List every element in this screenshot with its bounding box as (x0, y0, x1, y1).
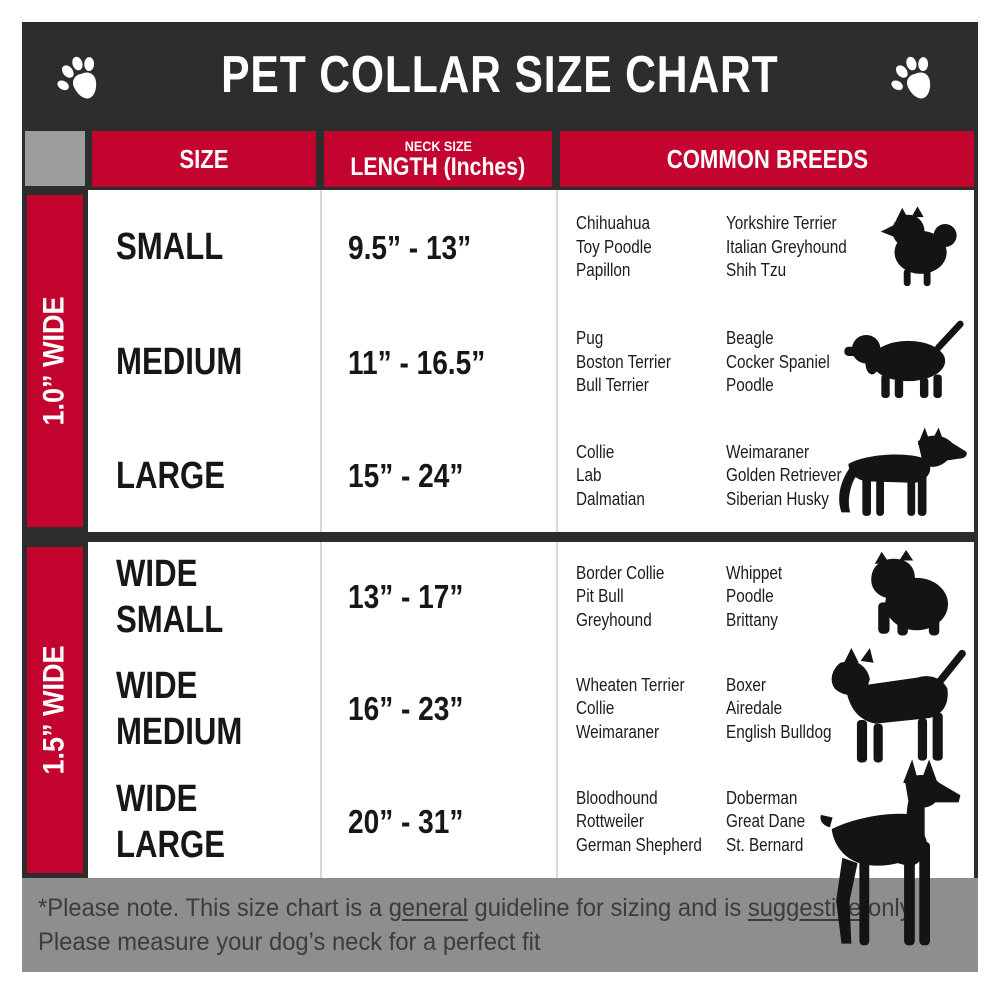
table-row-wide-large: WIDE LARGE 20” - 31” Bloodhound Rottweil… (88, 759, 974, 946)
section-divider (22, 532, 978, 542)
neck-range-cell: 9.5” - 13” (320, 190, 556, 305)
breed-name: Pit Bull (576, 586, 624, 607)
breed-name: Weimaraner (576, 721, 660, 742)
breed-name: German Shepherd (576, 834, 702, 855)
breed-name: English Bulldog (726, 721, 832, 742)
breed-name: Bull Terrier (576, 375, 649, 396)
breed-name: Greyhound (576, 609, 652, 630)
neck-range-cell: 11” - 16.5” (320, 305, 556, 420)
breed-name: Airedale (726, 698, 783, 719)
pit-bull-silhouette-icon (818, 648, 966, 768)
table-header-row: SIZE NECK SIZE LENGTH (Inches) COMMON BR… (22, 128, 978, 190)
breeds-cell: Collie Lab Dalmatian Weimaraner Golden R… (556, 420, 974, 532)
german-shepherd-silhouette-icon (826, 424, 968, 528)
breeds-cell: Pug Boston Terrier Bull Terrier Beagle C… (556, 305, 974, 420)
neck-range-cell: 13” - 17” (320, 542, 556, 652)
breed-name: St. Bernard (726, 834, 804, 855)
size-cell: MEDIUM (116, 341, 243, 384)
breed-name: Papillon (576, 260, 631, 281)
breed-name: Boxer (726, 674, 766, 695)
length-inches-label: LENGTH (Inches) (350, 152, 526, 181)
page-title: PET COLLAR SIZE CHART (221, 46, 779, 104)
footer-disclaimer: *Please note. This size chart is a gener… (22, 878, 978, 972)
breed-name: Cocker Spaniel (726, 351, 830, 372)
table-row-wide-medium: WIDE MEDIUM 16” - 23” Wheaten Terrier Co… (88, 648, 974, 768)
neck-range-cell: 16” - 23” (320, 652, 556, 766)
column-header-common-breeds: COMMON BREEDS (560, 131, 974, 187)
breed-name: Wheaten Terrier (576, 674, 685, 695)
breed-name: Collie (576, 441, 615, 462)
size-cell: SMALL (116, 226, 224, 269)
breed-name: Doberman (726, 787, 798, 808)
breed-name: Beagle (726, 328, 774, 349)
size-cell: WIDE MEDIUM (116, 664, 243, 753)
size-cell: WIDE LARGE (116, 777, 226, 866)
width-band-1-inch: 1.0” WIDE (22, 190, 88, 532)
size-chart: PET COLLAR SIZE CHART SIZE NECK SIZE LEN… (22, 22, 978, 972)
breed-name: Yorkshire Terrier (726, 213, 837, 234)
neck-range-cell: 20” - 31” (320, 766, 556, 878)
band-label-1-inch: 1.0” WIDE (38, 296, 71, 426)
breed-name: Collie (576, 698, 615, 719)
column-header-size: SIZE (92, 131, 316, 187)
breed-name: Whippet (726, 562, 783, 583)
size-cell: WIDE SMALL (116, 552, 224, 641)
breeds-cell: Border Collie Pit Bull Greyhound Whippet… (556, 542, 974, 652)
paw-print-icon (888, 48, 946, 106)
breed-name: Great Dane (726, 811, 806, 832)
breed-name: Toy Poodle (576, 236, 652, 257)
table-row-medium: MEDIUM 11” - 16.5” Pug Boston Terrier Bu… (88, 305, 974, 422)
doberman-silhouette-icon (812, 748, 964, 964)
width-band-1-5-inch: 1.5” WIDE (22, 542, 88, 878)
breed-name: Golden Retriever (726, 465, 842, 486)
table-right-border (974, 190, 978, 878)
breed-name: Shih Tzu (726, 260, 787, 281)
breed-name: Bloodhound (576, 787, 658, 808)
breeds-cell: Bloodhound Rottweiler German Shepherd Do… (556, 759, 974, 946)
breed-name: Rottweiler (576, 811, 645, 832)
breed-name: Lab (576, 465, 602, 486)
beagle-silhouette-icon (840, 319, 968, 403)
title-bar: PET COLLAR SIZE CHART (22, 22, 978, 128)
breed-name: Border Collie (576, 562, 665, 583)
header-corner-cell (25, 131, 85, 186)
breed-name: Dalmatian (576, 488, 645, 509)
table-row-large: LARGE 15” - 24” Collie Lab Dalmatian Wei… (88, 420, 974, 532)
size-cell: LARGE (116, 454, 226, 497)
bulldog-silhouette-icon (858, 550, 956, 646)
pomeranian-silhouette-icon (870, 204, 962, 290)
disclaimer-line-2: Please measure your dog’s neck for a per… (38, 928, 541, 956)
paw-print-icon (54, 48, 112, 106)
table-row-wide-small: WIDE SMALL 13” - 17” Border Collie Pit B… (88, 542, 974, 654)
neck-size-caption: NECK SIZE (404, 137, 472, 154)
breed-name: Italian Greyhound (726, 236, 847, 257)
band-label-1-5-inch: 1.5” WIDE (38, 645, 71, 775)
breed-name: Poodle (726, 375, 774, 396)
disclaimer-line-1: *Please note. This size chart is a gener… (38, 893, 917, 922)
breed-name: Poodle (726, 586, 774, 607)
neck-range-cell: 15” - 24” (320, 420, 556, 532)
table-row-small: SMALL 9.5” - 13” Chihuahua Toy Poodle Pa… (88, 190, 974, 307)
breeds-cell: Chihuahua Toy Poodle Papillon Yorkshire … (556, 190, 974, 305)
breed-name: Brittany (726, 609, 778, 630)
breed-name: Chihuahua (576, 213, 651, 234)
breed-name: Siberian Husky (726, 488, 829, 509)
breed-name: Pug (576, 328, 604, 349)
breed-name: Weimaraner (726, 441, 810, 462)
column-header-neck-size: NECK SIZE LENGTH (Inches) (324, 131, 552, 187)
breed-name: Boston Terrier (576, 351, 671, 372)
breeds-cell: Wheaten Terrier Collie Weimaraner Boxer … (556, 648, 974, 766)
